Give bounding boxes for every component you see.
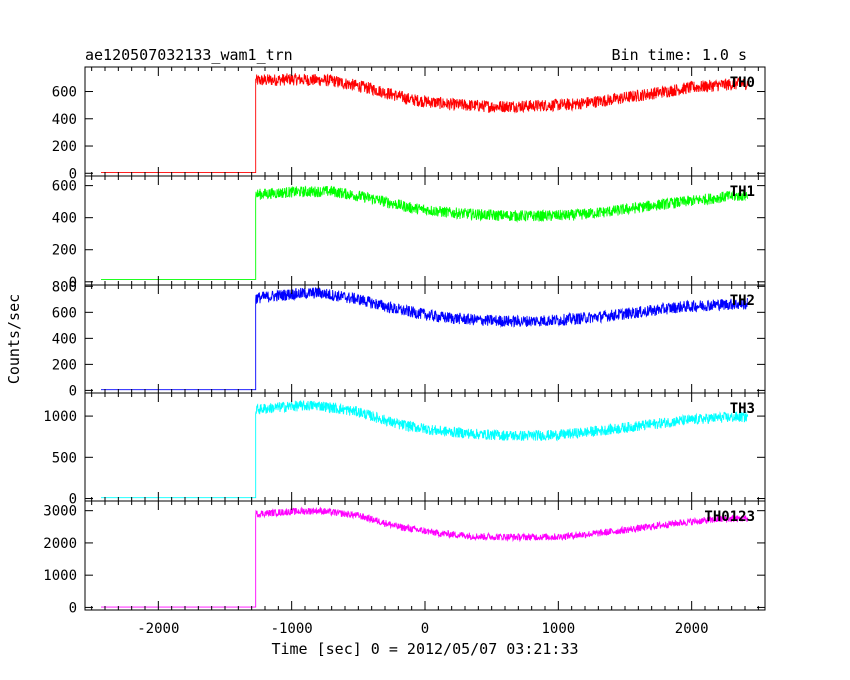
y-tick-label: 200 xyxy=(52,139,77,155)
y-tick-label: 0 xyxy=(69,600,77,616)
panel-frame xyxy=(84,392,766,502)
series-line-th1 xyxy=(101,185,749,280)
panel-th3: 0 500 1000 TH3 xyxy=(43,392,766,508)
series-line-th3 xyxy=(101,400,749,499)
panel-th0: 0 200 400 600 TH0 xyxy=(52,66,766,182)
y-tick-label: 0 xyxy=(69,383,77,399)
panel-frame xyxy=(84,500,766,611)
x-axis-label: Time [sec] 0 = 2012/05/07 03:21:33 xyxy=(271,640,578,658)
y-tick-label: 400 xyxy=(52,112,77,128)
x-tick-label: 2000 xyxy=(675,621,709,637)
panel-th2: 0 200 400 600 800 TH2 xyxy=(52,279,766,399)
y-tick-label: 600 xyxy=(52,179,77,195)
y-tick-label: 200 xyxy=(52,357,77,373)
panel-label-th0123: TH0123 xyxy=(704,509,755,525)
y-tick-label: 0 xyxy=(69,492,77,508)
panels-group: 0 200 400 600 TH0 0 200 400 600 TH1 0 200 400 600 800 T… xyxy=(43,66,766,637)
y-tick-label: 0 xyxy=(69,275,77,291)
panel-label-th0: TH0 xyxy=(730,75,755,91)
series-line-th0123 xyxy=(101,506,749,608)
x-tick-label: -1000 xyxy=(271,621,313,637)
y-tick-label: 1000 xyxy=(43,409,77,425)
y-axis-label: Counts/sec xyxy=(5,294,23,384)
panel-label-th1: TH1 xyxy=(730,184,755,200)
y-tick-label: 2000 xyxy=(43,536,77,552)
y-tick-label: 600 xyxy=(52,85,77,101)
y-tick-label: 3000 xyxy=(43,504,77,520)
panel-label-th2: TH2 xyxy=(730,293,755,309)
y-tick-label: 600 xyxy=(52,305,77,321)
y-tick-label: 500 xyxy=(52,450,77,466)
y-tick-label: 800 xyxy=(52,279,77,295)
panel-frame xyxy=(84,66,766,177)
y-tick-label: 1000 xyxy=(43,568,77,584)
panel-frame xyxy=(84,284,766,394)
x-tick-label: -2000 xyxy=(137,621,179,637)
y-tick-label: 200 xyxy=(52,243,77,259)
bin-time-label: Bin time: 1.0 s xyxy=(612,46,747,64)
panel-label-th3: TH3 xyxy=(730,401,755,417)
x-tick-label: 1000 xyxy=(541,621,575,637)
y-tick-label: 0 xyxy=(69,166,77,182)
series-line-th0 xyxy=(101,73,749,174)
panel-frame xyxy=(84,175,766,286)
panel-th1: 0 200 400 600 TH1 xyxy=(52,175,766,291)
panel-th0123: 0 1000 2000 3000 TH0123 xyxy=(43,500,766,616)
y-tick-label: 400 xyxy=(52,211,77,227)
series-line-th2 xyxy=(101,287,749,391)
y-tick-label: 400 xyxy=(52,331,77,347)
x-tick-label: 0 xyxy=(421,621,429,637)
chart-title: ae120507032133_wam1_trn xyxy=(85,46,293,64)
